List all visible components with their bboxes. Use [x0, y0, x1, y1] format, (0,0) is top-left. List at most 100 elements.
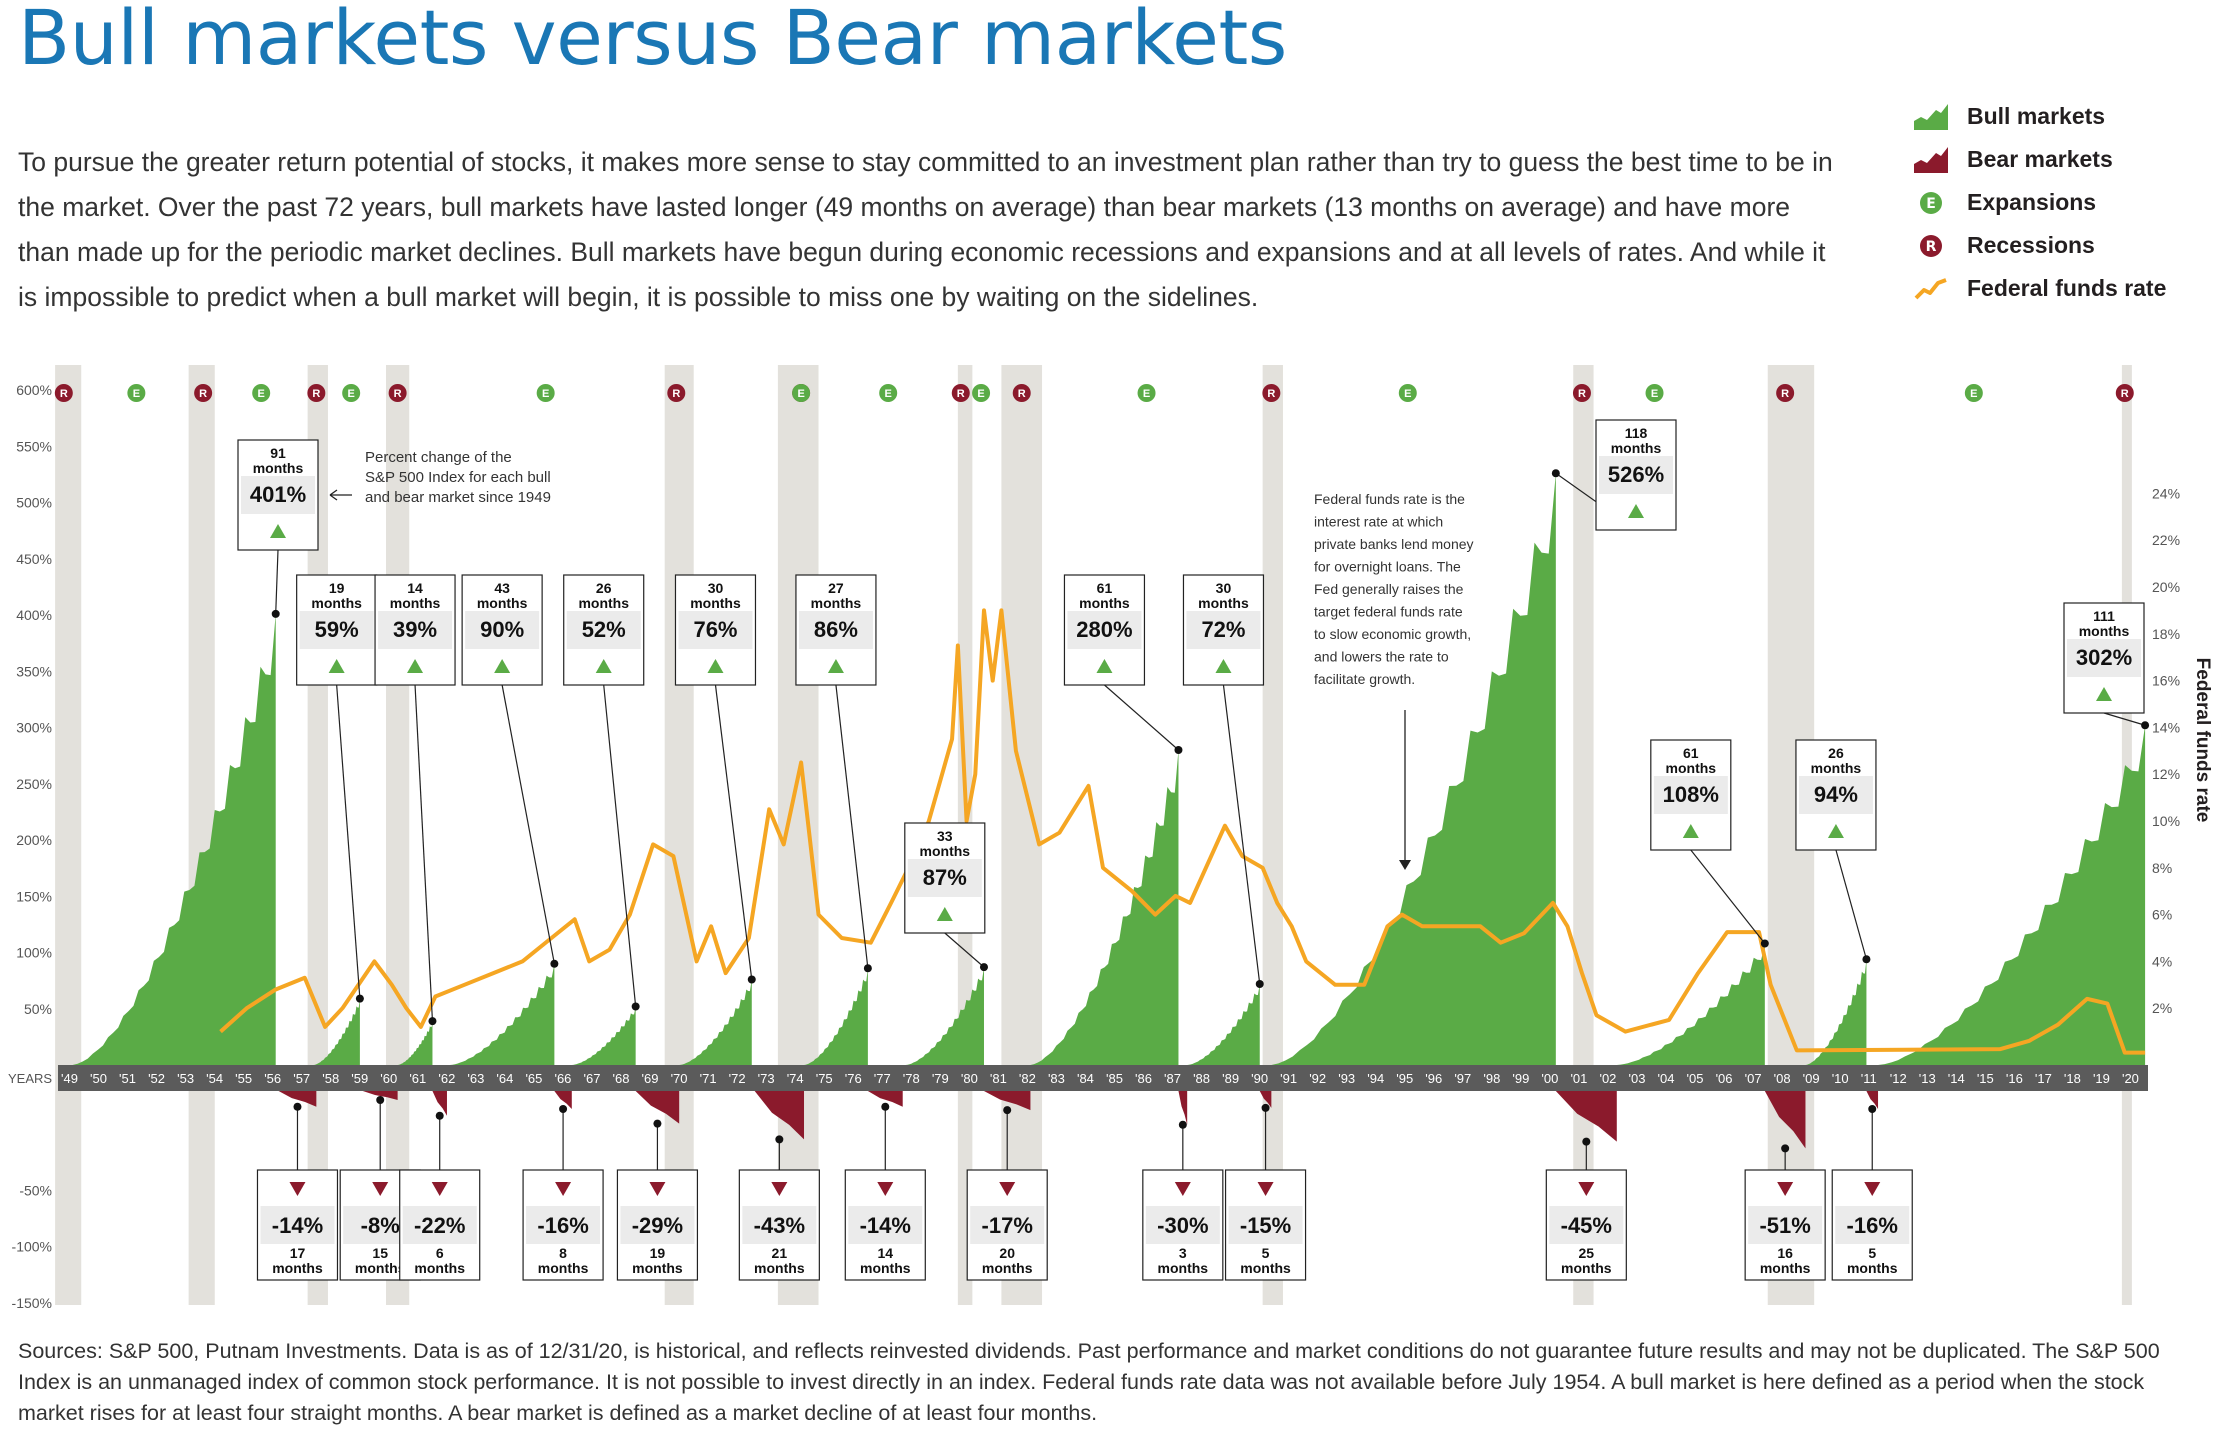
expansion-marker [1645, 384, 1664, 402]
down-triangle-icon [1578, 1182, 1595, 1196]
callout-months-word: months [1847, 1260, 1898, 1276]
bear-market-area [278, 1091, 317, 1107]
bull-market-area [1616, 943, 1765, 1065]
year-tick: '19 [2093, 1071, 2110, 1086]
callout-loss: -8% [361, 1213, 400, 1238]
axes: 600%550%500%450%400%350%300%250%200%150%… [8, 382, 2213, 1311]
callout-months-num: 3 [1179, 1245, 1187, 1261]
callout-months-num: 17 [290, 1245, 306, 1261]
callout-dot [747, 975, 756, 984]
year-tick: '55 [235, 1071, 252, 1086]
callout-months-num: 91 [270, 445, 286, 461]
callout-months-word: months [253, 460, 304, 476]
callout-shade [2067, 639, 2141, 677]
callout-dot [979, 963, 988, 972]
year-tick: '52 [148, 1071, 165, 1086]
right-axis-tick: 12% [2152, 766, 2180, 782]
callout-months-num: 27 [828, 580, 844, 596]
recession-marker [1012, 384, 1031, 402]
callout-loss: -29% [632, 1213, 683, 1238]
callout-months-num: 14 [878, 1245, 894, 1261]
bear-market-area [362, 1091, 398, 1100]
expansion-marker [879, 384, 898, 402]
callout-months-num: 43 [494, 580, 510, 596]
callout-dot [355, 994, 364, 1003]
callout-leader [603, 684, 637, 1007]
expansion-marker [127, 384, 146, 402]
callout-loss: -16% [537, 1213, 588, 1238]
recession-marker-letter: R [1781, 388, 1789, 400]
bull-market-area [1805, 959, 1867, 1065]
year-tick: '96 [1425, 1071, 1442, 1086]
callout-shade [1599, 456, 1673, 494]
expansion-marker [252, 384, 271, 402]
left-axis-tick: -150% [12, 1295, 52, 1311]
annotation-line: target federal funds rate [1314, 604, 1463, 620]
recession-marker [1262, 384, 1281, 402]
callout-months-word: months [1198, 595, 1249, 611]
callout-shade [678, 611, 753, 649]
callout-months-num: 111 [2093, 608, 2115, 624]
callout-loss: -15% [1240, 1213, 1291, 1238]
annotation-line: S&P 500 Index for each bull [365, 469, 551, 486]
years-axis-band [58, 1065, 2148, 1091]
year-tick: '14 [1948, 1071, 1965, 1086]
year-tick: '12 [1890, 1071, 1907, 1086]
expansion-marker-letter: E [133, 388, 140, 400]
legend-label-bear: Bear markets [1967, 146, 2113, 172]
up-triangle-icon [1096, 659, 1113, 673]
year-tick: '08 [1774, 1071, 1791, 1086]
year-tick: '99 [1512, 1071, 1529, 1086]
recession-marker-letter: R [199, 388, 207, 400]
year-tick: '67 [584, 1071, 601, 1086]
annotation-fed-funds: Federal funds rate is the interest rate a… [1314, 491, 1474, 687]
callout-shade [907, 859, 982, 897]
callout-months-word: months [690, 595, 741, 611]
callout-dot [1255, 980, 1264, 988]
year-tick: '78 [903, 1071, 920, 1086]
up-triangle-icon [494, 659, 511, 673]
callout-dot [376, 1096, 385, 1104]
year-tick: '04 [1658, 1071, 1675, 1086]
recession-marker [54, 384, 73, 402]
year-tick: '71 [700, 1071, 717, 1086]
callout-shade [1186, 611, 1261, 649]
recession-marker-letter: R [1018, 388, 1026, 400]
callout-loss: -16% [1847, 1213, 1898, 1238]
callout-gain: 401% [250, 482, 306, 507]
left-axis-tick: 200% [16, 832, 52, 848]
bear-market-area [983, 1091, 1031, 1111]
year-tick: '11 [1861, 1071, 1877, 1086]
callout-months-num: 14 [407, 580, 423, 596]
callout-shade [299, 611, 374, 649]
callout-gain: 76% [693, 617, 737, 642]
up-triangle-icon [328, 659, 345, 673]
year-tick: '06 [1716, 1071, 1733, 1086]
callout-months-num: 61 [1097, 580, 1113, 596]
callout-months-word: months [390, 595, 441, 611]
callout-months-num: 26 [596, 580, 612, 596]
left-axis-tick: 300% [16, 720, 52, 736]
year-tick: '20 [2122, 1071, 2139, 1086]
expansion-marker-letter: E [542, 388, 549, 400]
callout-dot [2141, 721, 2150, 730]
expansion-marker [972, 384, 991, 402]
down-triangle-icon [1174, 1182, 1191, 1196]
year-tick: '85 [1106, 1071, 1123, 1086]
annotation-arrow [329, 489, 352, 501]
down-triangle-icon [1257, 1182, 1274, 1196]
recession-marker-letter: R [312, 388, 320, 400]
callout-months-word: months [2079, 623, 2130, 639]
year-tick: '15 [1977, 1071, 1994, 1086]
year-tick: '84 [1077, 1071, 1094, 1086]
recession-marker-letter: R [957, 388, 965, 400]
right-axis-tick: 24% [2152, 485, 2180, 501]
bull-market-area [804, 968, 868, 1065]
bull-market-area [571, 1006, 636, 1065]
annotation-line: interest rate at which [1314, 514, 1443, 530]
year-tick: '88 [1193, 1071, 1210, 1086]
